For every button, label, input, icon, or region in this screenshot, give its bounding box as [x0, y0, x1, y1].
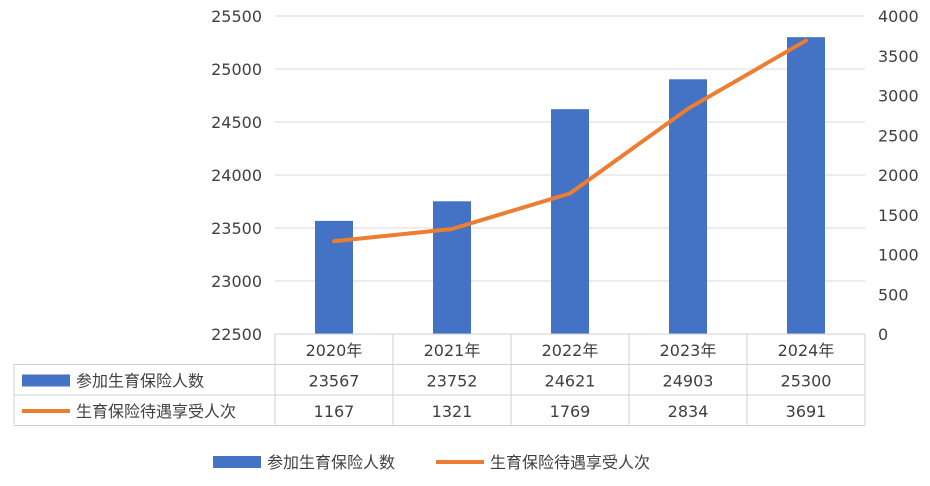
- left-axis-ticks: 22500 23000 23500 24000 24500 25000 25500: [211, 7, 262, 344]
- right-tick-label: 3000: [878, 87, 919, 106]
- table-value: 1321: [432, 402, 473, 421]
- left-tick-label: 24500: [211, 113, 262, 132]
- left-tick-label: 25500: [211, 7, 262, 26]
- legend-label: 参加生育保险人数: [267, 453, 395, 472]
- bar-series: [315, 37, 825, 334]
- right-tick-label: 1000: [878, 246, 919, 265]
- bar: [551, 109, 589, 334]
- right-axis-ticks: 0 500 1000 1500 2000 2500 3000 3500 4000: [878, 7, 919, 344]
- table-series-name: 参加生育保险人数: [76, 372, 204, 391]
- table-value: 24621: [545, 372, 596, 391]
- right-tick-label: 0: [878, 325, 888, 344]
- category-label: 2021年: [424, 341, 481, 360]
- table-value: 1167: [314, 402, 355, 421]
- category-label: 2023年: [660, 341, 717, 360]
- left-tick-label: 22500: [211, 325, 262, 344]
- right-tick-label: 2500: [878, 126, 919, 145]
- table-series-name: 生育保险待遇享受人次: [76, 402, 236, 421]
- category-label: 2022年: [542, 341, 599, 360]
- left-tick-label: 23000: [211, 272, 262, 291]
- table-value: 24903: [663, 372, 714, 391]
- table-value: 25300: [781, 372, 832, 391]
- left-tick-label: 24000: [211, 166, 262, 185]
- table-value: 23752: [427, 372, 478, 391]
- table-value: 2834: [668, 402, 709, 421]
- left-tick-label: 25000: [211, 60, 262, 79]
- table-value: 3691: [786, 402, 827, 421]
- category-label: 2024年: [778, 341, 835, 360]
- bar: [433, 201, 471, 334]
- right-tick-label: 1500: [878, 206, 919, 225]
- table-value: 1769: [550, 402, 591, 421]
- legend: 参加生育保险人数 生育保险待遇享受人次: [213, 453, 650, 472]
- legend-swatch-bar: [213, 456, 261, 468]
- left-tick-label: 23500: [211, 219, 262, 238]
- table-key-bar: [22, 374, 70, 387]
- right-tick-label: 3500: [878, 47, 919, 66]
- right-tick-label: 2000: [878, 166, 919, 185]
- legend-label: 生育保险待遇享受人次: [490, 453, 650, 472]
- bar: [669, 79, 707, 334]
- bar: [787, 37, 825, 334]
- right-tick-label: 500: [878, 285, 909, 304]
- right-tick-label: 4000: [878, 7, 919, 26]
- category-label: 2020年: [306, 341, 363, 360]
- table-value: 23567: [309, 372, 360, 391]
- line-series: [332, 38, 808, 244]
